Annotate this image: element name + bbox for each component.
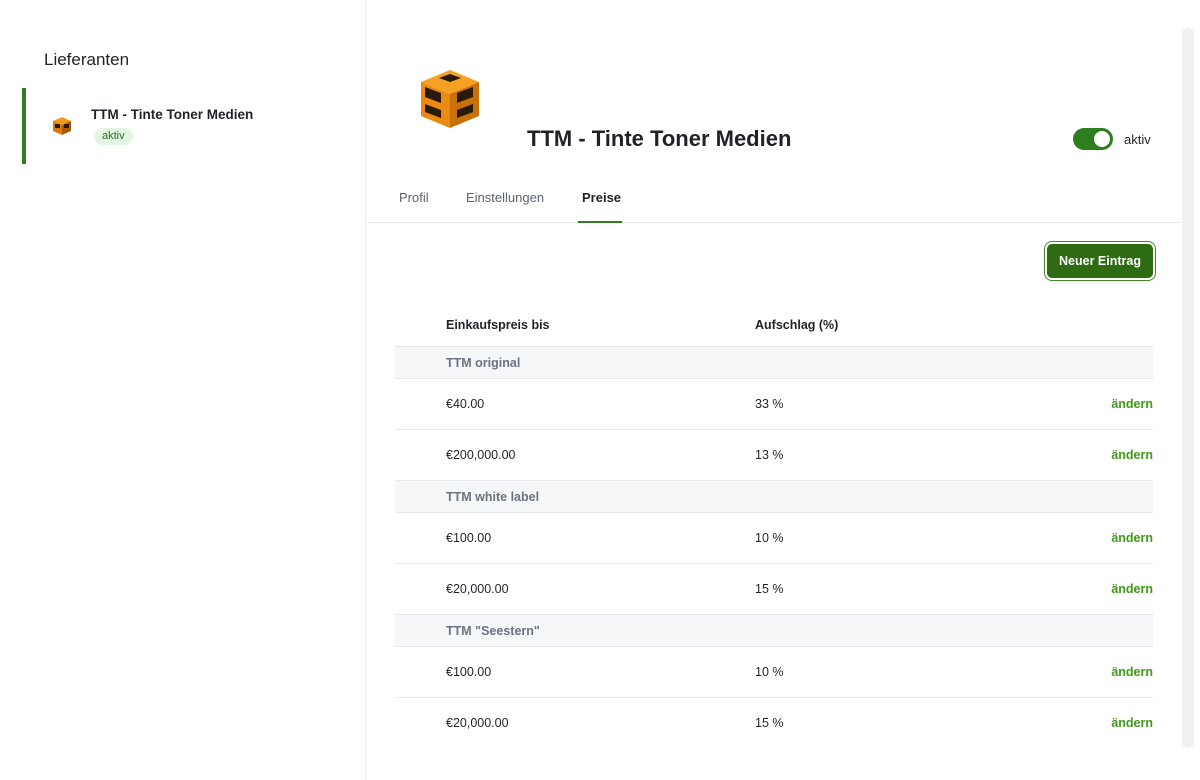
cell-markup: 33 % (755, 397, 784, 411)
table-row: €200,000.00 13 % ändern (395, 430, 1153, 481)
ttm-cube-logo-icon (421, 70, 479, 128)
edit-link[interactable]: ändern (1111, 581, 1153, 596)
group-label: TTM white label (446, 490, 540, 504)
table-row: €100.00 10 % ändern (395, 647, 1153, 698)
tab-preise[interactable]: Preise (582, 190, 622, 205)
table-row: €20,000.00 15 % ändern (395, 564, 1153, 615)
page-title-wrap: TTM - Tinte Toner Medien (527, 126, 792, 152)
main-panel: TTM - Tinte Toner Medien aktiv Profil Ei… (367, 28, 1181, 748)
column-header-price: Einkaufspreis bis (446, 318, 550, 332)
sidebar-item-label: TTM - Tinte Toner Medien (91, 107, 254, 122)
group-label: TTM "Seestern" (446, 624, 540, 638)
sidebar-item-ttm[interactable]: TTM - Tinte Toner Medien aktiv (22, 88, 352, 164)
cell-price: €20,000.00 (446, 581, 509, 596)
cell-markup: 10 % (755, 531, 784, 545)
group-row: TTM original (395, 346, 1153, 379)
cell-markup: 10 % (755, 665, 784, 679)
sidebar: Lieferanten TTM - Tinte Toner Medien akt… (0, 0, 366, 780)
cell-markup: 15 % (755, 715, 784, 730)
active-toggle[interactable] (1073, 128, 1113, 150)
edit-link[interactable]: ändern (1111, 665, 1153, 679)
status-badge: aktiv (94, 128, 133, 145)
table-row: €100.00 10 % ändern (395, 513, 1153, 564)
tab-bar: Profil Einstellungen Preise (367, 174, 1181, 223)
toggle-knob (1094, 131, 1110, 147)
group-row: TTM white label (395, 480, 1153, 513)
cell-price: €40.00 (446, 397, 485, 411)
scrollbar[interactable] (1182, 28, 1194, 748)
cell-markup: 13 % (755, 447, 784, 462)
edit-link[interactable]: ändern (1111, 397, 1153, 411)
column-header-markup: Aufschlag (%) (755, 318, 839, 332)
tab-einstellungen[interactable]: Einstellungen (466, 190, 545, 205)
page-title: TTM - Tinte Toner Medien (527, 126, 792, 151)
cell-price: €20,000.00 (446, 715, 509, 730)
group-row: TTM "Seestern" (395, 614, 1153, 647)
new-entry-button[interactable]: Neuer Eintrag (1047, 244, 1153, 278)
active-tab-indicator (578, 221, 622, 223)
edit-link[interactable]: ändern (1111, 531, 1153, 545)
cell-price: €200,000.00 (446, 447, 516, 462)
group-label: TTM original (446, 356, 521, 370)
table-header: Einkaufspreis bis Aufschlag (%) (395, 306, 1153, 346)
cell-markup: 15 % (755, 581, 784, 596)
price-table: Einkaufspreis bis Aufschlag (%) TTM orig… (395, 306, 1153, 748)
sidebar-title: Lieferanten (44, 50, 130, 69)
cell-price: €100.00 (446, 531, 492, 545)
cell-price: €100.00 (446, 665, 492, 679)
active-toggle-wrap: aktiv (1073, 128, 1151, 150)
toggle-label: aktiv (1124, 131, 1151, 147)
edit-link[interactable]: ändern (1111, 715, 1153, 730)
table-row: €20,000.00 15 % ändern (395, 698, 1153, 749)
edit-link[interactable]: ändern (1111, 447, 1153, 462)
table-row: €40.00 33 % ändern (395, 379, 1153, 430)
tab-profil[interactable]: Profil (399, 190, 429, 205)
ttm-cube-logo-icon (53, 117, 71, 135)
